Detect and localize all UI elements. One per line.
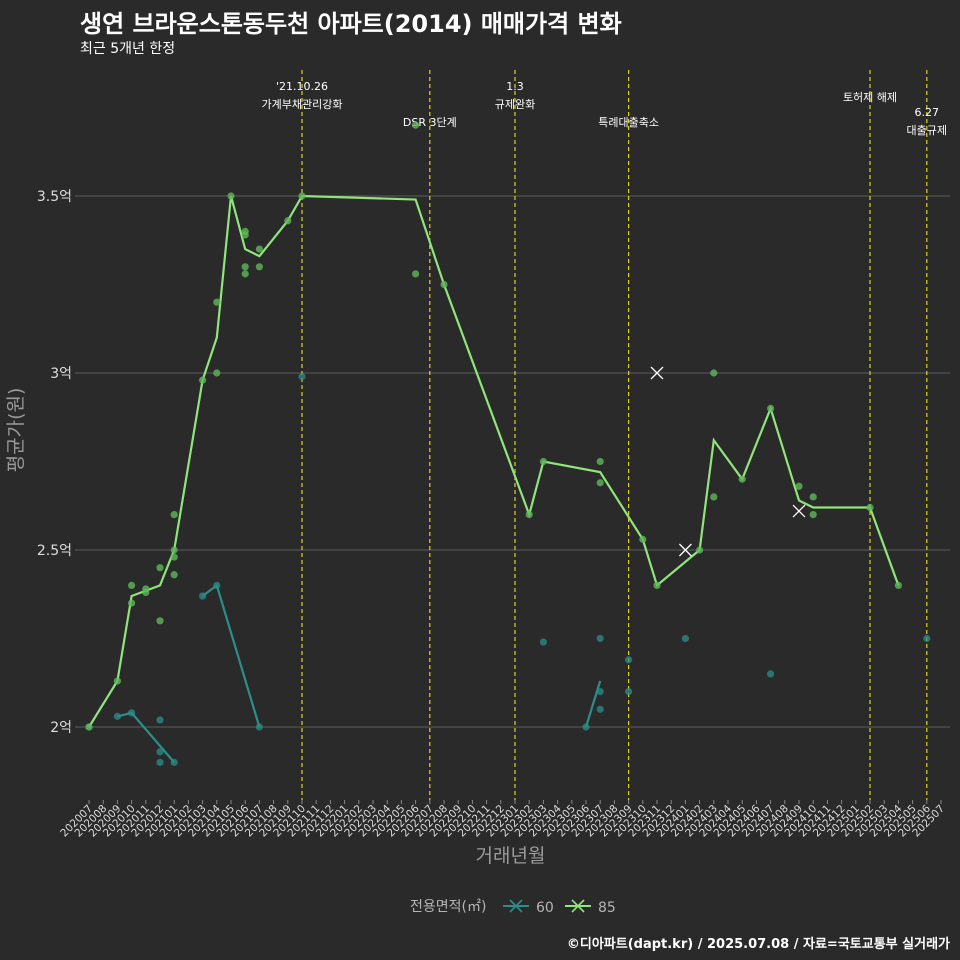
series-85-cancelled-marker xyxy=(678,543,692,557)
series-60-point xyxy=(213,581,221,590)
series-60-point xyxy=(298,372,306,381)
event-label: 대출규제 xyxy=(907,124,947,137)
legend-label-60: 60 xyxy=(536,900,554,916)
y-tick-label: 3.5억 xyxy=(37,189,72,205)
event-label: 특례대출축소 xyxy=(598,116,659,129)
series-60-point xyxy=(539,638,548,646)
series-60-line xyxy=(201,583,261,728)
series-60-point xyxy=(767,670,775,678)
series-85-point xyxy=(284,217,292,225)
series-85-point xyxy=(710,369,718,377)
series-85-point xyxy=(213,369,221,377)
series-85-point xyxy=(866,503,874,512)
series-85-point xyxy=(128,599,136,607)
series-85-line xyxy=(88,194,900,728)
series-85-point xyxy=(696,546,704,554)
series-85-point xyxy=(170,546,178,554)
series-85-point xyxy=(170,510,178,519)
series-60-point xyxy=(625,688,633,696)
event-label: 6.27 xyxy=(915,106,940,119)
series-85-point xyxy=(170,571,178,579)
series-85-point xyxy=(639,535,647,543)
series-60-point xyxy=(199,592,207,600)
series-85-point xyxy=(767,404,775,412)
series-85-point xyxy=(440,280,448,289)
series-60-point xyxy=(625,656,633,664)
series-85-point xyxy=(596,479,604,487)
series-85-point xyxy=(298,192,306,200)
series-85-point xyxy=(170,553,178,561)
series-85-point xyxy=(525,510,533,519)
series-85-point xyxy=(894,581,903,590)
series-60-point xyxy=(170,758,178,767)
series-85-point xyxy=(241,263,249,271)
series-85-point xyxy=(412,270,420,278)
event-label: DSR 3단계 xyxy=(403,116,457,129)
chart-subtitle: 최근 5개년 한정 xyxy=(80,41,176,57)
series-60-point xyxy=(113,712,121,720)
series-60-point xyxy=(596,634,604,643)
series-60-line xyxy=(117,711,176,764)
series-85-point xyxy=(653,581,661,590)
series-85-point xyxy=(795,482,803,490)
series-60-point xyxy=(596,688,604,696)
series-60-point xyxy=(156,716,164,724)
y-tick-label: 2억 xyxy=(50,720,72,736)
series-85-point xyxy=(113,677,121,685)
series-60-point xyxy=(156,758,164,767)
legend-label-85: 85 xyxy=(598,900,616,916)
y-tick-label: 3억 xyxy=(50,366,72,382)
series-85-point xyxy=(809,510,817,519)
series-60-point xyxy=(156,748,164,756)
legend-marker-85 xyxy=(571,899,585,913)
legend-title: 전용면적(㎡) xyxy=(410,899,486,915)
series-85-point xyxy=(85,723,93,731)
series-85-cancelled-marker xyxy=(792,504,806,518)
series-85-point xyxy=(710,493,718,501)
series-85-point xyxy=(156,564,164,572)
legend-marker-60 xyxy=(509,899,523,913)
series-85-point xyxy=(412,121,420,129)
source-caption: ©디아파트(dapt.kr) / 2025.07.08 / 자료=국토교통부 실… xyxy=(566,937,950,952)
event-label: 토허제 해제 xyxy=(843,90,897,104)
series-85-point xyxy=(213,298,221,306)
series-60-point xyxy=(681,634,690,643)
event-label: '21.10.26 xyxy=(276,80,328,93)
series-85-point xyxy=(142,585,150,593)
series-85-point xyxy=(255,263,263,271)
chart-title: 생연 브라운스톤동두천 아파트(2014) 매매가격 변화 xyxy=(80,10,622,38)
series-85-point xyxy=(539,457,548,466)
series-60-point xyxy=(255,723,263,731)
series-85-point xyxy=(128,581,136,590)
y-axis-title: 평균가(원) xyxy=(5,388,27,473)
series-85-cancelled-marker xyxy=(650,366,664,380)
event-label: 규제완화 xyxy=(495,98,535,111)
series-85-point xyxy=(156,617,164,625)
series-85-point xyxy=(227,192,235,200)
series-85-point xyxy=(255,245,263,253)
series-85-point xyxy=(596,457,604,466)
series-85-point xyxy=(809,493,817,501)
series-60-line xyxy=(584,680,602,728)
event-label: 1.3 xyxy=(506,80,524,93)
x-axis-title: 거래년월 xyxy=(476,845,546,867)
series-60-point xyxy=(596,705,604,713)
series-85-point xyxy=(241,227,249,235)
series-60-point xyxy=(923,634,931,643)
event-label: 가계부채관리강화 xyxy=(262,98,343,111)
series-85-point xyxy=(241,270,249,278)
series-60-point xyxy=(582,723,590,731)
series-85-point xyxy=(199,376,207,384)
series-85-point xyxy=(738,475,746,483)
series-60-point xyxy=(128,709,136,717)
y-tick-label: 2.5억 xyxy=(37,543,72,559)
